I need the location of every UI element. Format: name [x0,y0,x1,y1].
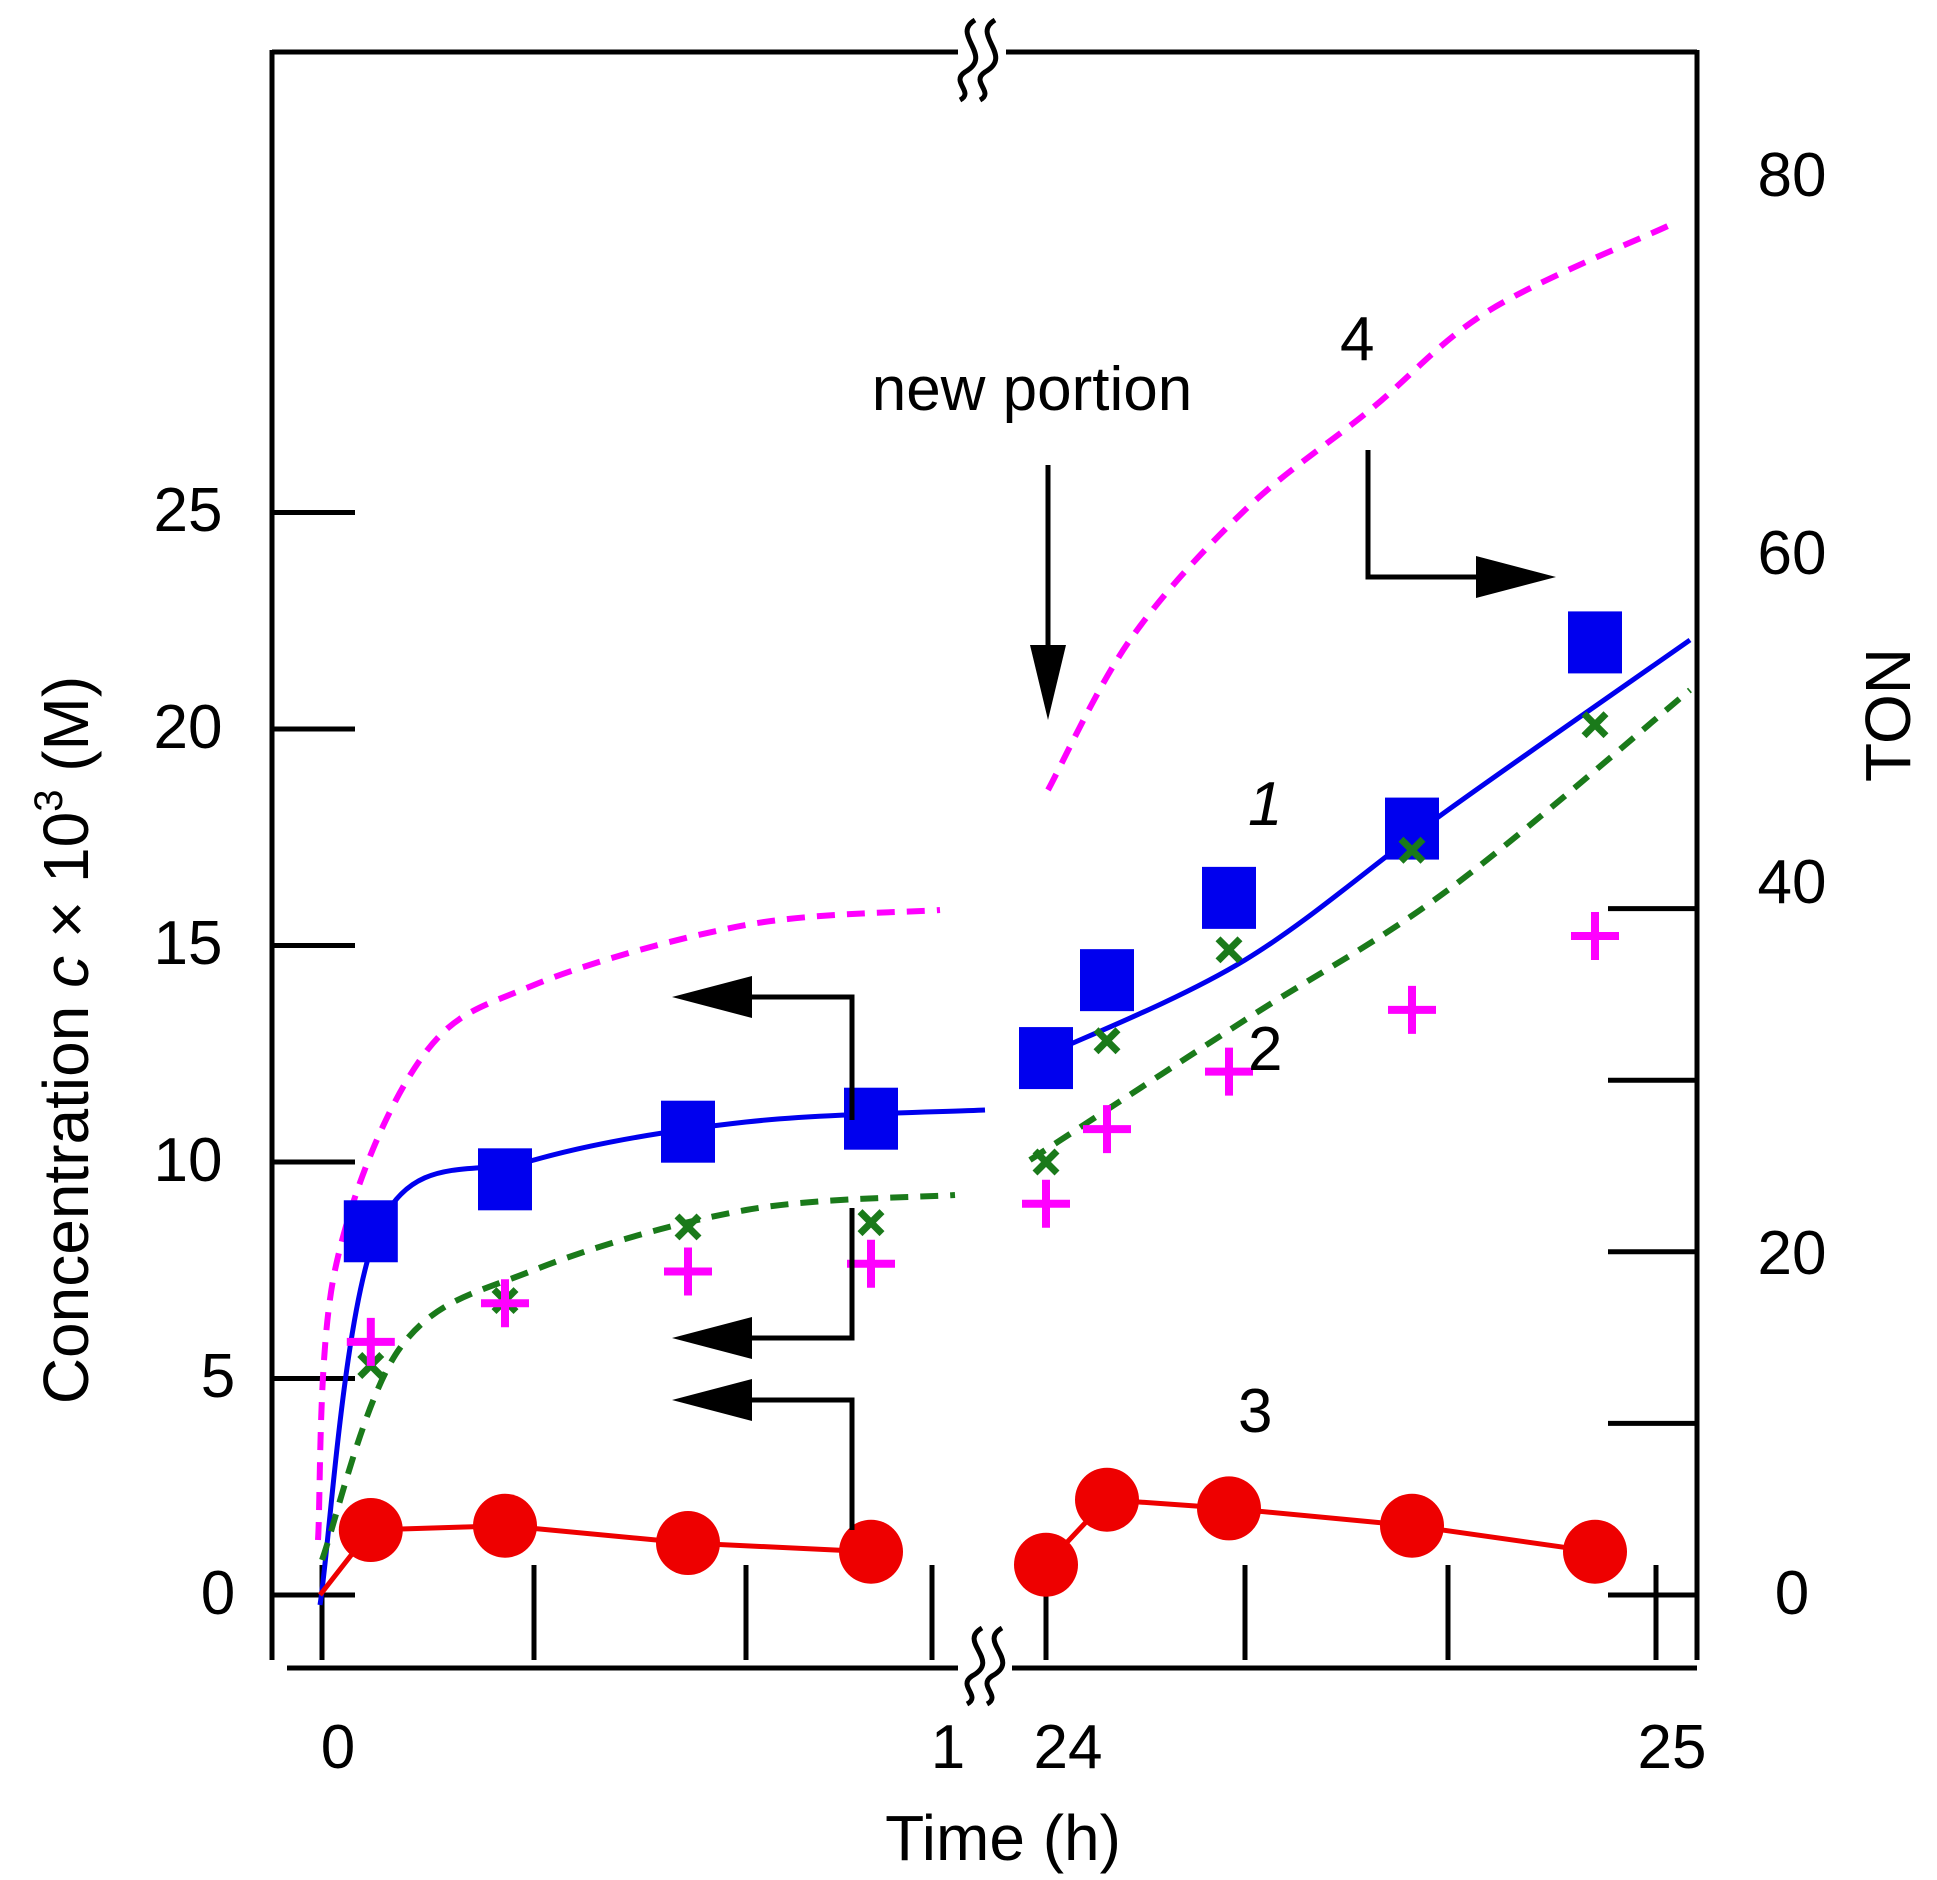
curve-label-1: 1 [1248,770,1282,839]
arrowhead-curve2 [672,1317,752,1359]
series-4-point-8 [1571,912,1619,961]
series-4-point-6 [1205,1047,1253,1096]
x-tick-label-1: 1 [931,1713,965,1782]
arrowhead-curve3 [672,1379,752,1421]
series-1-point-4 [1019,1027,1073,1090]
right-tick-labels: 0 20 40 60 80 [1758,141,1827,1628]
right-tick-label-0: 0 [1775,1559,1809,1628]
series-1-point-2 [661,1100,715,1163]
left-tick-label-5: 5 [201,1342,235,1411]
series-2-point-2 [674,1213,702,1241]
axis-break-top [957,17,999,103]
series-4-point-3 [847,1239,895,1288]
x-axis-title: Time (h) [885,1802,1121,1874]
left-tick-label-10: 10 [154,1126,223,1195]
x-tick-label-0: 0 [321,1713,355,1782]
left-tick-label-20: 20 [154,693,223,762]
x-axis-ticks [319,1565,1659,1660]
left-tick-label-15: 15 [154,909,223,978]
y-left-axis-title: Concentration c × 103 (M) [27,676,102,1404]
series-4-point-5 [1083,1105,1131,1154]
axis-break-bottom [964,1625,1006,1707]
right-axis-ticks [1608,906,1697,1598]
series-2-point-3 [857,1209,885,1237]
series-4-line-seg1 [315,907,941,1541]
series-3-point-2 [656,1511,720,1576]
left-tick-labels: 0 5 10 15 20 25 [154,476,236,1628]
series-1-point-8 [1568,611,1622,674]
curve-label-3: 3 [1238,1377,1272,1446]
series-4-point-0 [346,1317,395,1366]
axis-pointer-arrows [730,450,1478,1530]
series-1-point-6 [1202,866,1256,929]
series-1-point-0 [343,1200,398,1263]
series-3-point-1 [473,1493,537,1558]
series-lines [315,222,1692,1606]
x-tick-labels: 0 1 24 25 [321,1713,1707,1782]
series-2-point-4 [1032,1148,1060,1176]
series-2-point-5 [1093,1027,1121,1055]
right-tick-label-60: 60 [1758,519,1827,588]
series-1-point-1 [478,1148,532,1211]
series-3-line-seg1 [318,1523,872,1597]
series-3-point-5 [1075,1467,1139,1532]
series-4-line-seg2 [1045,222,1672,792]
left-tick-label-25: 25 [154,476,223,545]
plot-frame [269,49,1700,1671]
right-tick-label-80: 80 [1758,141,1827,210]
x-tick-label-25: 25 [1638,1713,1707,1782]
arrow-curve3-to-left-axis [730,1397,855,1530]
right-tick-label-40: 40 [1758,848,1827,917]
left-axis-ticks [272,510,355,1598]
y-right-axis-title: TON [1852,648,1924,782]
curve-label-2: 2 [1248,1015,1282,1084]
series-4-point-7 [1388,985,1436,1034]
new-portion-annotation: new portion [872,355,1193,424]
arrow-curve1-to-left-axis [730,994,855,1120]
x-tick-label-24: 24 [1034,1713,1103,1782]
series-3-point-3 [839,1519,903,1584]
series-2-point-6 [1215,936,1243,964]
axis-pointer-arrowheads [672,556,1556,1421]
series-markers [338,611,1627,1597]
arrow-curve2-to-left-axis [730,1208,855,1341]
arrow-curve4-to-right-axis [1365,450,1478,580]
new-portion-arrow [1030,465,1066,720]
arrowhead-curve4 [1476,556,1556,598]
arrowhead-curve1 [672,976,752,1018]
series-3-point-7 [1380,1493,1444,1558]
series-1-line-seg2 [1044,637,1692,1058]
left-tick-label-0: 0 [201,1559,235,1628]
series-3-point-4 [1014,1532,1078,1597]
series-3-point-0 [338,1498,403,1563]
series-4-point-1 [481,1279,529,1328]
curve-label-4: 4 [1340,305,1374,374]
series-2-point-8 [1581,711,1609,739]
right-tick-label-20: 20 [1758,1219,1827,1288]
series-4-point-2 [664,1247,712,1296]
series-2-line-seg1 [319,1192,956,1562]
series-1-point-5 [1080,949,1134,1012]
series-3-point-6 [1197,1476,1261,1541]
series-4-point-4 [1022,1179,1070,1228]
series-3-point-8 [1563,1519,1627,1584]
series-2-point-7 [1398,836,1426,864]
